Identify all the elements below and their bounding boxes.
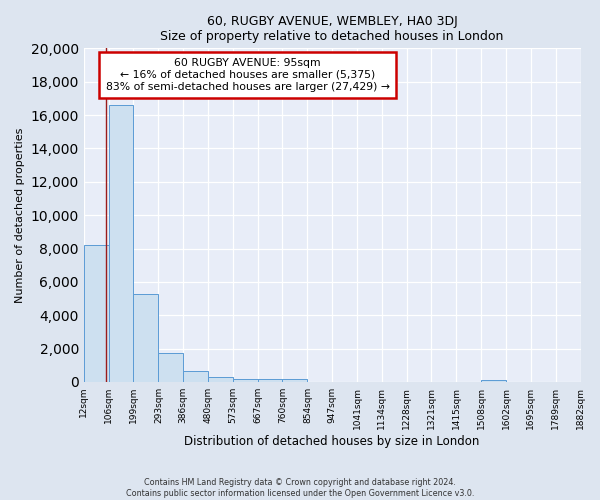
Y-axis label: Number of detached properties: Number of detached properties [15, 128, 25, 303]
Bar [258, 378, 283, 382]
Bar [183, 371, 208, 382]
Bar [133, 294, 158, 382]
Bar [208, 377, 233, 382]
Bar [158, 353, 183, 382]
Bar [481, 380, 506, 382]
Title: 60, RUGBY AVENUE, WEMBLEY, HA0 3DJ
Size of property relative to detached houses : 60, RUGBY AVENUE, WEMBLEY, HA0 3DJ Size … [160, 15, 504, 43]
Bar [109, 105, 133, 382]
Bar [283, 378, 307, 382]
Text: Contains HM Land Registry data © Crown copyright and database right 2024.
Contai: Contains HM Land Registry data © Crown c… [126, 478, 474, 498]
Text: 60 RUGBY AVENUE: 95sqm
← 16% of detached houses are smaller (5,375)
83% of semi-: 60 RUGBY AVENUE: 95sqm ← 16% of detached… [106, 58, 390, 92]
Bar [233, 378, 258, 382]
X-axis label: Distribution of detached houses by size in London: Distribution of detached houses by size … [184, 434, 480, 448]
Bar [84, 245, 109, 382]
